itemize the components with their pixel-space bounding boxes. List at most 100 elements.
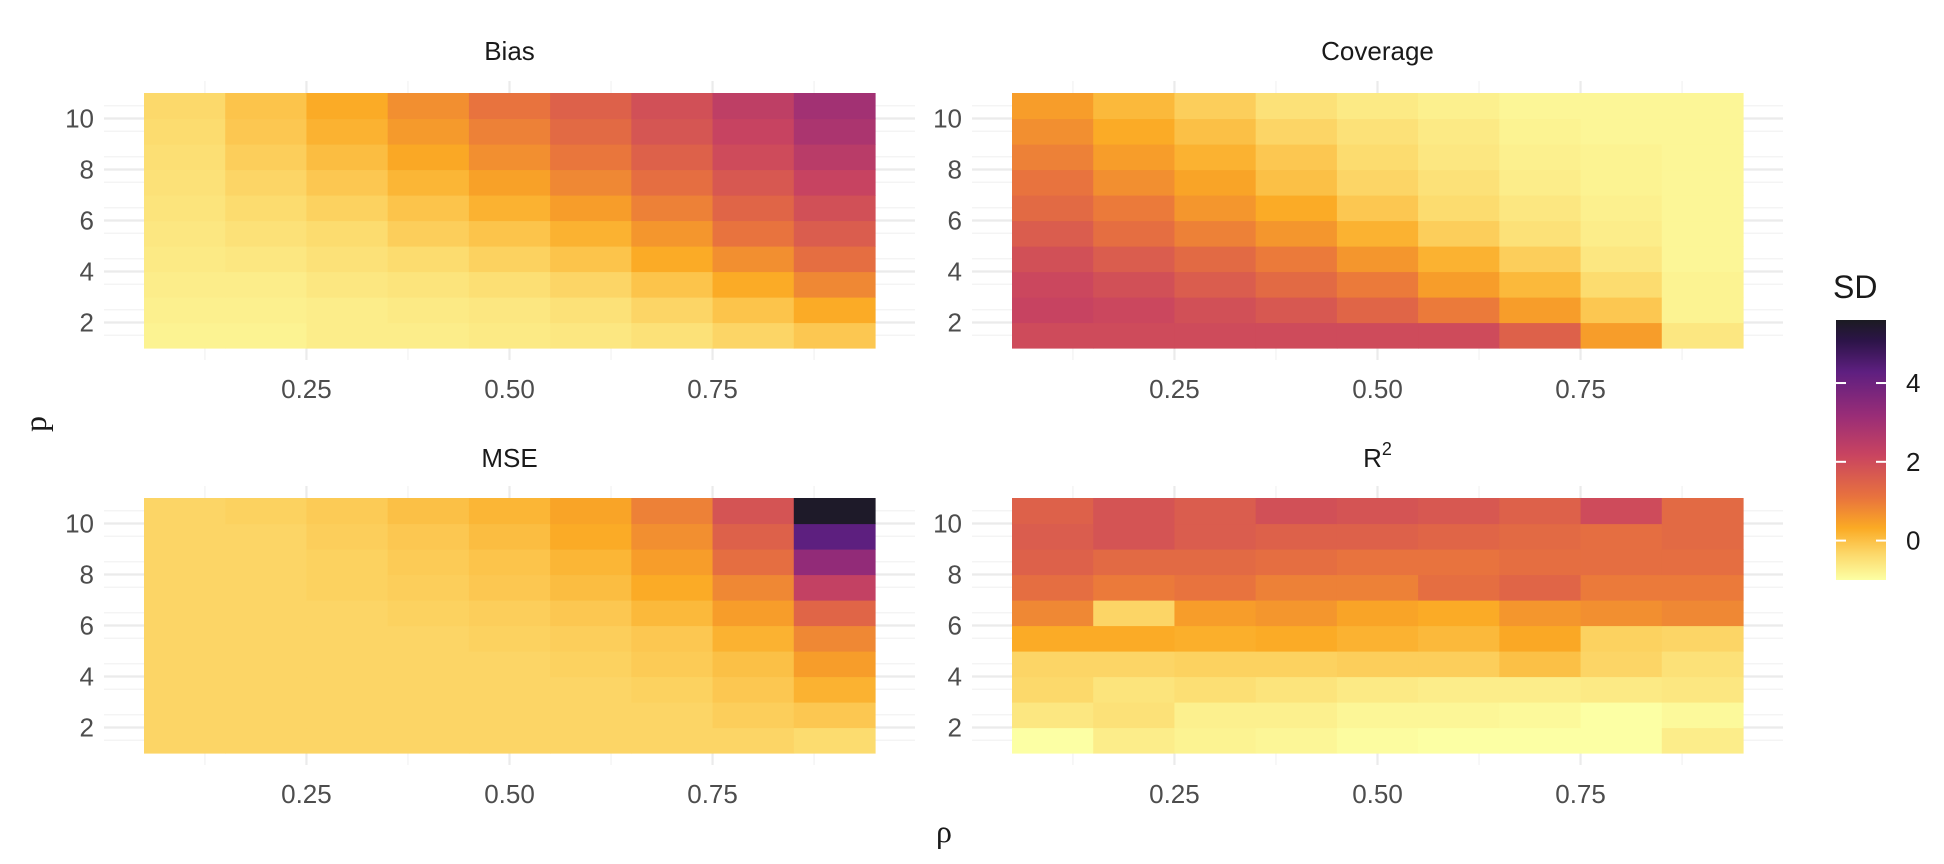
heatmap-tile xyxy=(1499,169,1582,196)
heatmap-tile xyxy=(468,625,551,652)
heatmap-tile xyxy=(387,195,470,222)
heatmap-tile xyxy=(712,195,795,222)
heatmap-tile xyxy=(793,676,876,703)
y-tick-label: 6 xyxy=(948,611,962,641)
heatmap-tile xyxy=(712,600,795,627)
heatmap-tile xyxy=(793,625,876,652)
heatmap-tile xyxy=(1499,625,1582,652)
heatmap-tile xyxy=(550,93,632,120)
heatmap-tile xyxy=(1499,195,1582,222)
heatmap-tile xyxy=(550,271,632,298)
legend-ticks: 0 2 4 xyxy=(1836,368,1920,556)
heatmap-tile xyxy=(468,549,551,576)
heatmap-tile xyxy=(387,144,470,171)
y-tick-label: 10 xyxy=(933,104,962,134)
legend: SD 0 2 4 xyxy=(1833,269,1920,580)
heatmap-tile xyxy=(144,297,226,324)
heatmap-tile xyxy=(1336,600,1419,627)
panel-title: MSE xyxy=(481,443,537,473)
panel-coverage: Coverage 2 4 6 8 10 0.25 0.50 0.75 xyxy=(933,36,1783,404)
y-tick-label: 6 xyxy=(80,611,94,641)
heatmap-tile xyxy=(1499,574,1582,601)
heatmap-tile xyxy=(468,651,551,678)
heatmap-tile xyxy=(712,498,795,525)
heatmap-tile xyxy=(1418,676,1500,703)
heatmap-tile xyxy=(1255,220,1338,247)
panel-title: R2 xyxy=(1363,439,1392,473)
panel-title: Bias xyxy=(484,36,535,66)
y-tick-label: 2 xyxy=(948,713,962,743)
heatmap-tile xyxy=(468,195,551,222)
heatmap-tile xyxy=(1661,169,1744,196)
heatmap-tile xyxy=(387,322,470,349)
heatmap-tile xyxy=(1336,93,1419,120)
heatmap-tile xyxy=(793,523,876,550)
heatmap-tile xyxy=(1255,523,1338,550)
heatmap-tile xyxy=(306,523,389,550)
heatmap-tile xyxy=(1580,271,1663,298)
heatmap-tile xyxy=(1499,322,1582,349)
heatmap-tile xyxy=(1255,727,1338,754)
heatmap-tile xyxy=(712,322,795,349)
heatmap-tile xyxy=(550,600,632,627)
heatmap-tile xyxy=(387,600,470,627)
heatmap-tile xyxy=(1255,549,1338,576)
heatmap-tile xyxy=(387,169,470,196)
y-tick-label: 6 xyxy=(80,206,94,236)
heatmap-tile xyxy=(1499,676,1582,703)
heatmap-tile xyxy=(1661,549,1744,576)
heatmap-tile xyxy=(144,246,226,273)
heatmap-tile xyxy=(144,702,226,729)
heatmap-tile xyxy=(793,169,876,196)
heatmap-tile xyxy=(306,600,389,627)
heatmap-tile xyxy=(144,169,226,196)
heatmap-tile xyxy=(468,118,551,145)
panel-mse: MSE 2 4 6 8 10 0.25 0.50 0.75 xyxy=(65,443,915,809)
heatmap-tile xyxy=(1418,727,1500,754)
heatmap-tile xyxy=(550,195,632,222)
heatmap-tile xyxy=(1012,322,1094,349)
heatmap-tile xyxy=(1499,702,1582,729)
heatmap-tile xyxy=(793,271,876,298)
x-tick-label: 0.50 xyxy=(1352,779,1403,809)
heatmap-tile xyxy=(468,523,551,550)
heatmap-tile xyxy=(306,93,389,120)
heatmap-tile xyxy=(468,498,551,525)
heatmap-tile xyxy=(387,498,470,525)
heatmap-tile xyxy=(1093,322,1176,349)
heatmap-tile xyxy=(1012,271,1094,298)
heatmap-tile xyxy=(1661,271,1744,298)
heatmap-tile xyxy=(306,220,389,247)
heatmap-tile xyxy=(1174,702,1257,729)
heatmap-tile xyxy=(1255,322,1338,349)
heatmap-tile xyxy=(1661,297,1744,324)
x-axis-title: ρ xyxy=(936,813,952,849)
heatmap-tile xyxy=(550,625,632,652)
heatmap-tile xyxy=(550,118,632,145)
heatmap-tile xyxy=(550,169,632,196)
y-tick-label: 10 xyxy=(65,509,94,539)
heatmap-tile xyxy=(1093,169,1176,196)
heatmap-tile xyxy=(225,297,308,324)
heatmap-tile xyxy=(1418,549,1500,576)
heatmap-tile xyxy=(1174,523,1257,550)
heatmap-tile xyxy=(1093,574,1176,601)
heatmap-tile xyxy=(1499,297,1582,324)
heatmap-tile xyxy=(1580,118,1663,145)
heatmap-tile xyxy=(468,93,551,120)
heatmap-tile xyxy=(1012,574,1094,601)
heatmap-tile xyxy=(1336,574,1419,601)
heatmap-tile xyxy=(225,246,308,273)
x-tick-label: 0.75 xyxy=(1555,374,1606,404)
heatmap-tile xyxy=(1418,246,1500,273)
y-tick-label: 4 xyxy=(948,257,962,287)
heatmap-tile xyxy=(306,169,389,196)
heatmap-tile xyxy=(550,574,632,601)
heatmap-tile xyxy=(712,169,795,196)
heatmap-tile xyxy=(306,297,389,324)
heatmap-tile xyxy=(1255,498,1338,525)
heatmap-tile xyxy=(1174,271,1257,298)
heatmap-tile xyxy=(712,727,795,754)
heatmap-tile xyxy=(793,246,876,273)
heatmap-tile xyxy=(387,246,470,273)
